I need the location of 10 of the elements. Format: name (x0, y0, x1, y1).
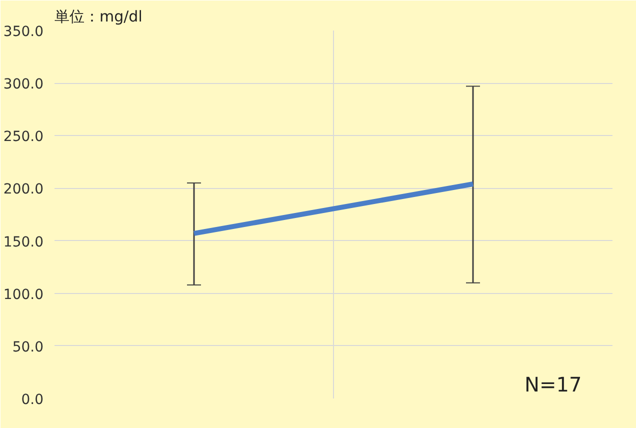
chart-title: 単位：mg/dl (54, 8, 142, 26)
y-tick-label: 300.0 (3, 76, 44, 93)
y-tick-label: 200.0 (3, 182, 44, 198)
y-tick-label: 100.0 (3, 286, 44, 303)
y-tick-label: 50.0 (12, 339, 44, 356)
annotation: N=17 (524, 372, 582, 396)
y-tick-label: 250.0 (3, 129, 44, 146)
y-tick-label: 150.0 (3, 234, 44, 250)
y-tick-label: 0.0 (21, 392, 44, 408)
y-tick-label: 350.0 (3, 24, 44, 40)
